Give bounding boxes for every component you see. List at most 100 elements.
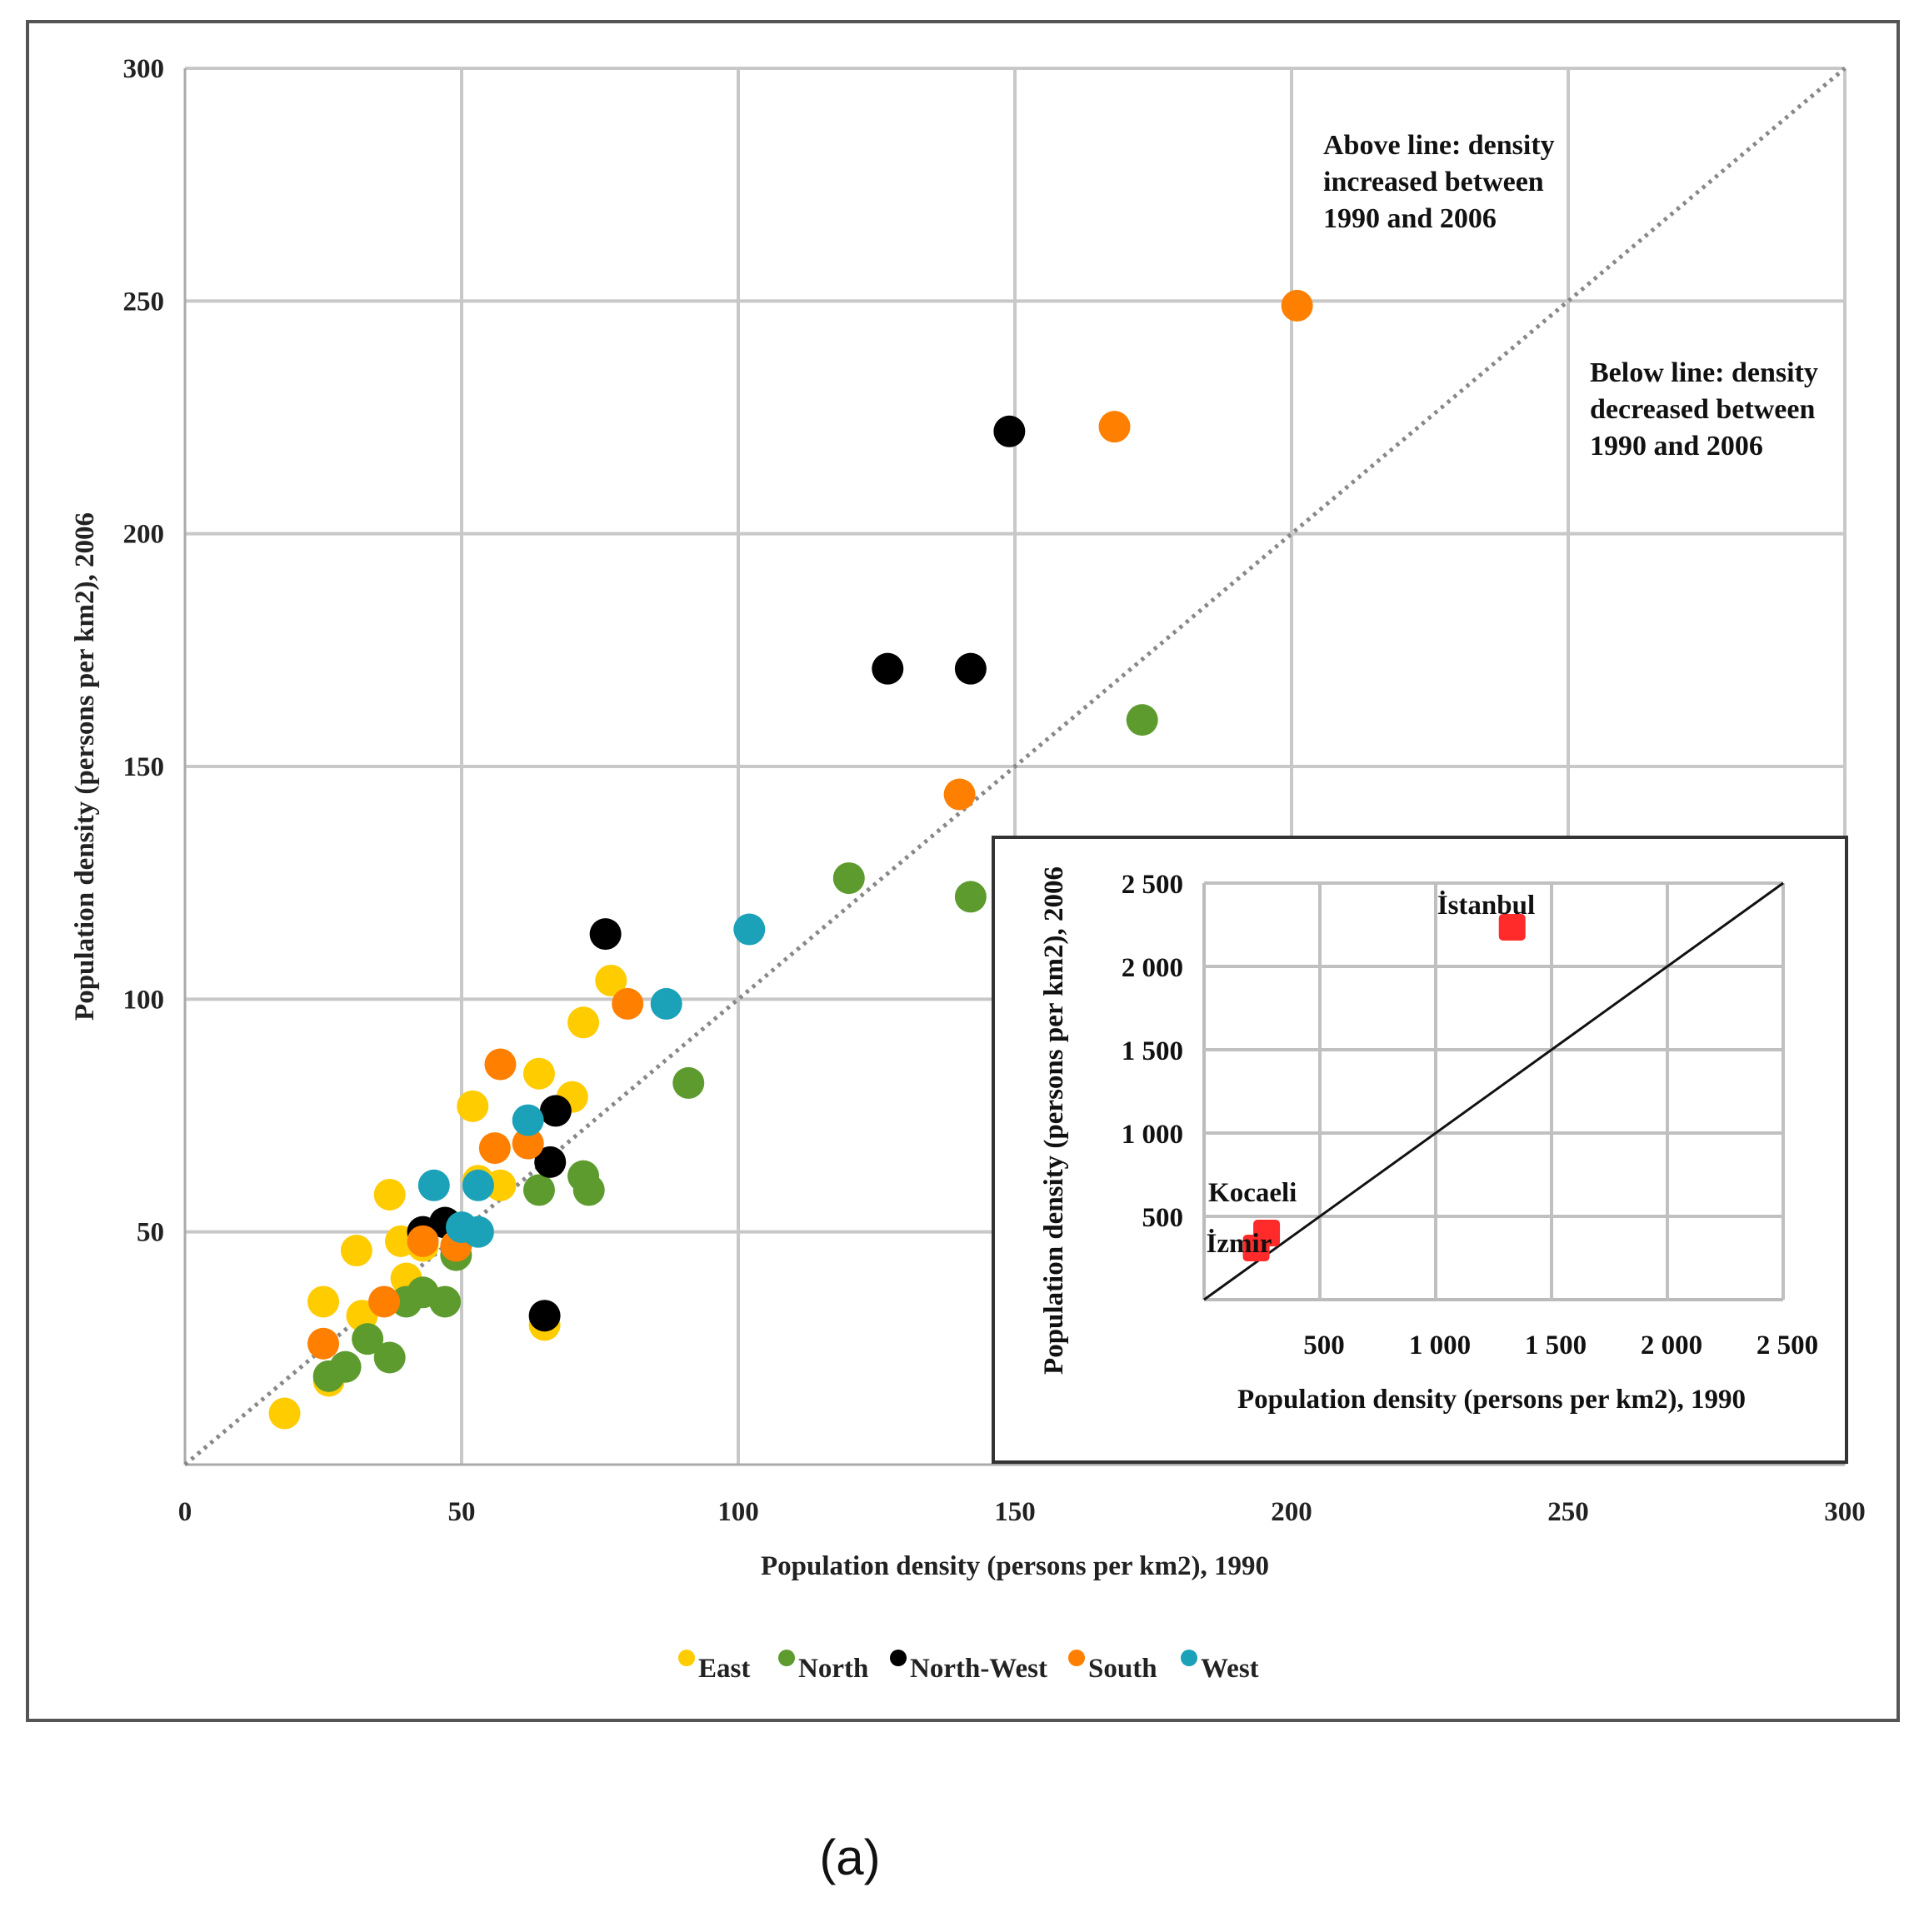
annotation-below-line: Below line: density decreased between 19… bbox=[1590, 357, 1818, 462]
point-south bbox=[307, 1327, 339, 1360]
inset-point-i-zmir bbox=[1242, 1235, 1270, 1261]
point-south bbox=[1281, 289, 1313, 322]
inset-x-tick-label: 1 000 bbox=[1409, 1330, 1471, 1360]
point-east bbox=[373, 1178, 406, 1211]
legend: East North North-West South West bbox=[678, 1650, 1259, 1684]
inset-chart: 500 1 000 1 500 2 000 2 500 500 1 000 1 500 2 0… bbox=[992, 836, 1848, 1464]
point-north bbox=[329, 1350, 362, 1383]
point-west bbox=[417, 1169, 450, 1201]
point-east bbox=[340, 1235, 372, 1267]
main-y-tick-label: 200 bbox=[123, 520, 165, 550]
point-north bbox=[373, 1341, 406, 1374]
point-north bbox=[522, 1174, 555, 1206]
point-east bbox=[595, 964, 627, 996]
inset-point-label-i-zmir: İzmir bbox=[1207, 1227, 1272, 1259]
legend-marker-north-west bbox=[890, 1650, 907, 1666]
main-x-tick-label: 100 bbox=[717, 1497, 759, 1527]
main-points bbox=[268, 289, 1313, 1430]
point-west bbox=[462, 1169, 494, 1201]
point-south bbox=[368, 1286, 401, 1318]
inset-x-tick-label: 500 bbox=[1303, 1330, 1345, 1360]
legend-item-east: East bbox=[678, 1650, 750, 1684]
inset-y-tick-label: 2 500 bbox=[1122, 870, 1183, 900]
figure-caption: (a) bbox=[819, 1830, 881, 1885]
legend-marker-east bbox=[678, 1650, 695, 1666]
inset-y-tick-label: 2 000 bbox=[1122, 953, 1183, 983]
point-west bbox=[512, 1104, 544, 1136]
main-x-tick-label: 250 bbox=[1547, 1497, 1589, 1527]
main-x-tick-label: 150 bbox=[994, 1497, 1036, 1527]
point-west bbox=[733, 913, 766, 946]
main-y-tick-label: 50 bbox=[137, 1218, 164, 1248]
point-south bbox=[484, 1048, 517, 1081]
point-north-west bbox=[954, 652, 987, 685]
main-x-tick-label: 0 bbox=[178, 1497, 192, 1527]
annotation-above-line-1: Above line: density bbox=[1323, 130, 1555, 161]
annotation-above-line-2: increased between bbox=[1323, 167, 1544, 197]
legend-label-south: South bbox=[1088, 1654, 1157, 1684]
inset-points: İstanbul Kocaeli İzmir bbox=[1207, 889, 1535, 1261]
point-east bbox=[307, 1286, 339, 1318]
legend-label-north: North bbox=[798, 1654, 868, 1684]
inset-x-tick-label: 2 000 bbox=[1641, 1330, 1702, 1360]
point-north bbox=[1126, 704, 1158, 736]
main-x-axis-title: Population density (persons per km2), 19… bbox=[761, 1551, 1269, 1581]
legend-item-south: South bbox=[1068, 1650, 1157, 1684]
point-north-west bbox=[534, 1146, 567, 1178]
point-south bbox=[512, 1127, 544, 1160]
legend-marker-west bbox=[1181, 1650, 1197, 1666]
main-y-ticks: 50 100 150 200 250 300 bbox=[123, 54, 165, 1248]
inset-x-tick-label: 2 500 bbox=[1757, 1330, 1818, 1360]
point-north bbox=[832, 862, 865, 895]
main-x-tick-label: 300 bbox=[1824, 1497, 1866, 1527]
legend-label-north-west: North-West bbox=[910, 1654, 1047, 1684]
legend-item-west: West bbox=[1181, 1650, 1259, 1684]
inset-frame bbox=[992, 836, 1848, 1464]
legend-marker-south bbox=[1068, 1650, 1085, 1666]
inset-point-label-i-stanbul: İstanbul bbox=[1437, 889, 1535, 921]
point-north-west bbox=[539, 1095, 572, 1127]
legend-label-east: East bbox=[698, 1654, 750, 1684]
inset-point-label-kocaeli: Kocaeli bbox=[1208, 1178, 1297, 1208]
point-north-west bbox=[872, 652, 904, 685]
inset-x-tick-label: 1 500 bbox=[1525, 1330, 1587, 1360]
main-x-tick-label: 200 bbox=[1271, 1497, 1312, 1527]
inset-y-axis-title: Population density (persons per km2), 20… bbox=[1039, 866, 1069, 1375]
point-north-west bbox=[528, 1300, 561, 1332]
point-west bbox=[650, 987, 682, 1020]
point-north-west bbox=[993, 415, 1026, 447]
point-east bbox=[522, 1057, 555, 1090]
inset-y-tick-label: 1 000 bbox=[1122, 1120, 1183, 1150]
main-x-ticks: 0 50 100 150 200 250 300 bbox=[178, 1497, 1866, 1527]
annotation-above-line: Above line: density increased between 19… bbox=[1323, 130, 1555, 234]
annotation-above-line-3: 1990 and 2006 bbox=[1323, 203, 1497, 234]
point-north bbox=[672, 1066, 705, 1099]
annotation-below-line-3: 1990 and 2006 bbox=[1590, 431, 1763, 462]
point-east bbox=[457, 1090, 489, 1122]
inset-grid bbox=[1202, 881, 1785, 1301]
legend-item-north-west: North-West bbox=[890, 1650, 1047, 1684]
main-y-axis-title: Population density (persons per km2), 20… bbox=[70, 512, 100, 1021]
point-south bbox=[1098, 411, 1131, 443]
annotation-below-line-2: decreased between bbox=[1590, 394, 1815, 425]
point-south bbox=[943, 778, 976, 811]
main-x-tick-label: 50 bbox=[448, 1497, 476, 1527]
point-east bbox=[484, 1169, 517, 1201]
annotation-below-line-1: Below line: density bbox=[1590, 357, 1818, 388]
main-y-tick-label: 250 bbox=[123, 287, 165, 317]
inset-x-ticks: 500 1 000 1 500 2 000 2 500 bbox=[1303, 1330, 1818, 1360]
point-north bbox=[572, 1174, 605, 1206]
point-east bbox=[268, 1397, 301, 1430]
main-y-tick-label: 150 bbox=[123, 752, 165, 782]
point-east bbox=[567, 1006, 600, 1039]
inset-x-axis-title: Population density (persons per km2), 19… bbox=[1237, 1385, 1746, 1415]
point-south bbox=[478, 1132, 511, 1165]
inset-y-tick-label: 1 500 bbox=[1122, 1036, 1183, 1066]
point-south bbox=[407, 1225, 439, 1257]
inset-equality-line bbox=[1203, 881, 1784, 1301]
legend-label-west: West bbox=[1201, 1654, 1259, 1684]
inset-y-tick-label: 500 bbox=[1142, 1203, 1184, 1233]
inset-point-i-stanbul bbox=[1498, 914, 1526, 941]
main-y-tick-label: 300 bbox=[123, 54, 165, 84]
point-south bbox=[612, 987, 644, 1020]
